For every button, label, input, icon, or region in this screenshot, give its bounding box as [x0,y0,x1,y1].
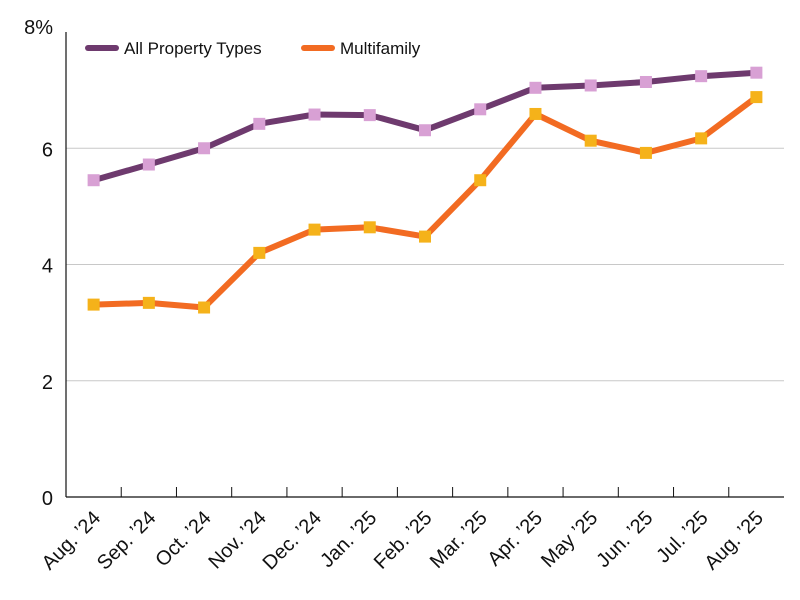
x-tick-label: Jan. ’25 [316,507,381,572]
data-point [198,301,211,314]
data-point [474,103,487,116]
y-tick-label: 4 [42,256,53,278]
data-point [474,174,487,187]
data-point [87,298,100,311]
x-tick-label: Feb. ’25 [370,507,437,574]
y-tick-label: 8% [24,17,53,39]
series [87,66,763,314]
data-point [639,146,652,159]
gridlines [66,147,784,382]
data-point [87,174,100,187]
x-tick-label: Jun. ’25 [592,507,657,572]
x-tick-label: May ’25 [537,507,602,572]
data-point [198,142,211,155]
y-tick-label: 0 [42,488,53,510]
legend-label: Multifamily [340,39,421,58]
x-tick-label: Oct. ’24 [151,507,215,571]
y-tick-label: 6 [42,139,53,161]
legend-label: All Property Types [124,39,262,58]
data-point [529,107,542,120]
data-point [308,223,321,236]
x-tick-label: Apr. ’25 [483,507,547,571]
data-point [142,158,155,171]
x-tick-label: Aug. ’25 [700,507,767,574]
data-point [308,108,321,121]
data-point [142,296,155,309]
data-point [695,132,708,145]
data-point [695,70,708,83]
x-tick-label: Nov. ’24 [204,507,270,573]
data-point [584,134,597,147]
data-point [363,221,376,234]
legend: All Property Types Multifamily [85,39,421,58]
data-point [419,124,431,137]
data-point [253,246,266,259]
data-point [419,230,431,243]
y-tick-label: 2 [42,372,53,394]
x-tick-label: Sep. ’24 [93,507,160,574]
data-point [363,109,376,122]
x-tick-label: Aug. ’24 [38,507,105,574]
data-point [750,91,763,104]
x-tick-label: Mar. ’25 [426,507,492,573]
data-point [750,66,763,79]
x-tick-label: Dec. ’24 [259,507,326,574]
data-point [253,117,266,130]
data-point [584,79,597,92]
data-point [639,75,652,88]
data-point [529,81,542,94]
